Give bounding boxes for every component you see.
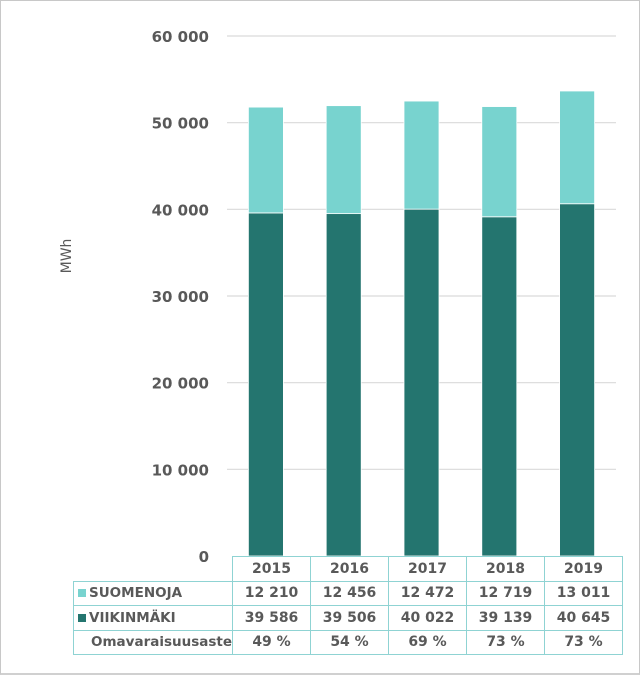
legend-label: SUOMENOJA bbox=[72, 580, 234, 606]
value-cell: 40 645 bbox=[544, 605, 624, 631]
value-cell: 73 % bbox=[466, 629, 546, 655]
bar-suomenoja-2018 bbox=[481, 106, 518, 218]
bar-viikinmäki-2017 bbox=[403, 208, 440, 557]
y-tick-label: 20 000 bbox=[152, 375, 209, 393]
value-cell: 12 456 bbox=[310, 580, 390, 606]
year-header: 2017 bbox=[388, 556, 468, 582]
year-header: 2018 bbox=[466, 556, 546, 582]
y-tick-label: 50 000 bbox=[152, 115, 209, 133]
bar-viikinmäki-2016 bbox=[325, 213, 362, 557]
table-row: VIIKINMÄKI 39 586 39 506 40 022 39 139 40 645 bbox=[72, 605, 624, 631]
data-table: 2015 2016 2017 2018 2019 SUOMENOJA 12 210 12 45… bbox=[72, 556, 624, 655]
table-header-row: 2015 2016 2017 2018 2019 bbox=[73, 556, 624, 582]
value-cell: 12 472 bbox=[388, 580, 468, 606]
y-tick-label: 30 000 bbox=[152, 288, 209, 306]
y-tick-label: 10 000 bbox=[152, 461, 209, 479]
y-tick-label: 40 000 bbox=[152, 201, 209, 219]
y-axis-label: MWh bbox=[59, 239, 75, 274]
value-cell: 39 586 bbox=[232, 605, 312, 631]
value-cell: 12 210 bbox=[232, 580, 312, 606]
year-header: 2019 bbox=[544, 556, 624, 582]
legend-swatch-icon bbox=[78, 613, 86, 622]
bar-suomenoja-2016 bbox=[325, 105, 362, 215]
value-cell: 49 % bbox=[232, 629, 312, 655]
legend-label: VIIKINMÄKI bbox=[72, 605, 234, 631]
y-tick-label: 60 000 bbox=[152, 28, 209, 46]
value-cell: 73 % bbox=[544, 629, 624, 655]
value-cell: 13 011 bbox=[544, 580, 624, 606]
bar-viikinmäki-2019 bbox=[559, 203, 595, 557]
table-row: Omavaraisuusaste 49 % 54 % 69 % 73 % 73 % bbox=[72, 629, 624, 655]
year-header: 2015 bbox=[232, 556, 312, 582]
bar-viikinmäki-2018 bbox=[481, 216, 518, 557]
value-cell: 39 139 bbox=[466, 605, 546, 631]
legend-swatch-icon bbox=[78, 589, 86, 598]
value-cell: 39 506 bbox=[310, 605, 390, 631]
bar-suomenoja-2017 bbox=[403, 100, 440, 210]
value-cell: 54 % bbox=[310, 629, 390, 655]
bar-viikinmäki-2015 bbox=[247, 212, 284, 557]
bar-suomenoja-2015 bbox=[247, 106, 284, 214]
empty-cell bbox=[73, 556, 233, 582]
value-cell: 69 % bbox=[388, 629, 468, 655]
value-cell: 40 022 bbox=[388, 605, 468, 631]
bar-suomenoja-2019 bbox=[559, 90, 595, 205]
year-header: 2016 bbox=[310, 556, 390, 582]
table-row: SUOMENOJA 12 210 12 456 12 472 12 719 13 011 bbox=[72, 580, 624, 606]
value-cell: 12 719 bbox=[466, 580, 546, 606]
row-label: Omavaraisuusaste bbox=[72, 629, 234, 655]
